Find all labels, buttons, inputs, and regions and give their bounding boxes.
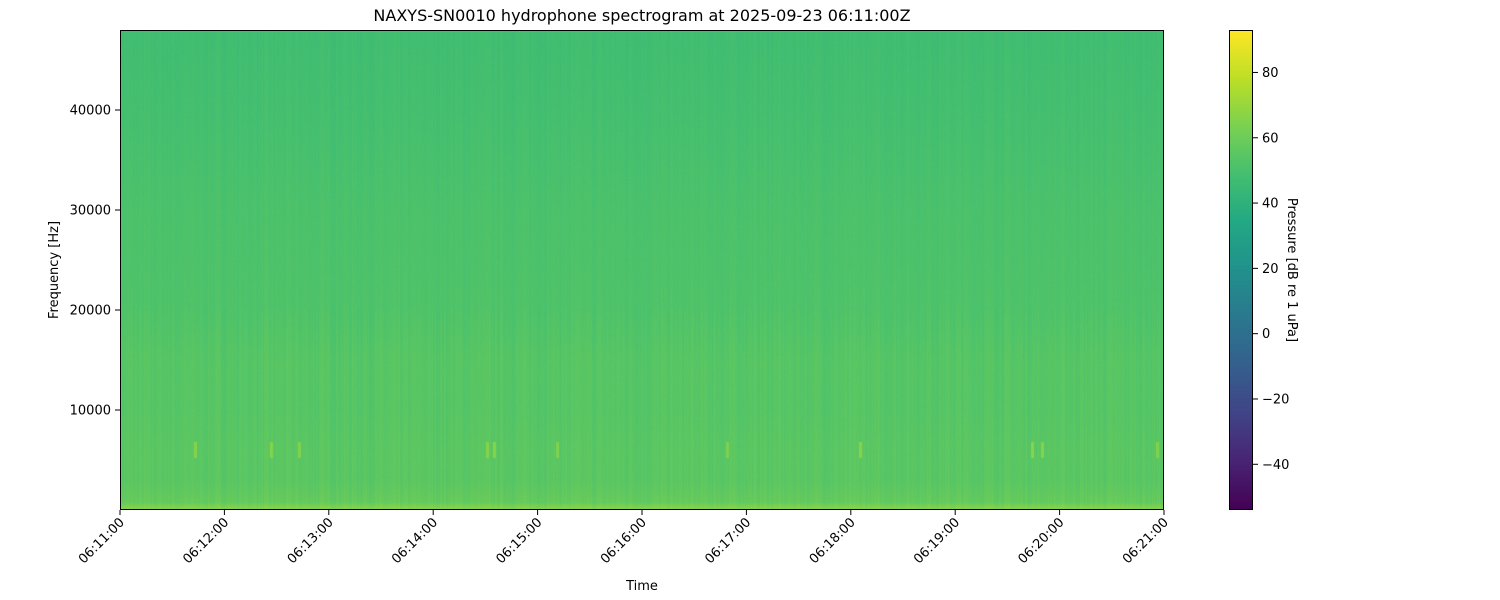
y-axis: 10000 20000 30000 40000 [70,104,120,419]
plot-frame [120,30,1164,510]
y-tick-label: 10000 [70,404,111,419]
x-tick-label: 06:17:00 [702,515,754,567]
y-tick-label: 40000 [70,104,111,119]
colorbar-tick-label: −40 [1262,458,1289,473]
chart-title: NAXYS-SN0010 hydrophone spectrogram at 2… [373,6,910,25]
colorbar-gradient [1229,30,1253,510]
y-tick-label: 30000 [70,204,111,219]
x-tick-label: 06:21:00 [1120,515,1172,567]
colorbar-tick-label: 0 [1262,327,1270,342]
colorbar-frame [1229,30,1253,510]
y-axis-label: Frequency [Hz] [47,221,62,319]
x-tick-label: 06:15:00 [494,515,546,567]
colorbar-label: Pressure [dB re 1 uPa] [1284,198,1299,342]
colorbar-tick-label: 80 [1262,66,1279,81]
x-tick-label: 06:18:00 [807,515,859,567]
colorbar-tick-label: −20 [1262,392,1289,407]
x-tick-label: 06:20:00 [1016,515,1068,567]
colorbar-tick-label: 20 [1262,262,1279,277]
x-tick-label: 06:19:00 [911,515,963,567]
x-tick-label: 06:11:00 [76,515,128,567]
x-tick-label: 06:12:00 [180,515,232,567]
colorbar-tick-label: 60 [1262,131,1279,146]
x-axis-label: Time [625,579,658,594]
x-axis: 06:11:00 06:12:00 06:13:00 06:14:00 06:15:00… [76,510,1172,567]
x-tick-label: 06:13:00 [285,515,337,567]
colorbar-tick-label: 40 [1262,197,1279,212]
y-tick-label: 20000 [70,304,111,319]
spectrogram-image [120,30,1164,510]
colorbar-axis: −40 −20 0 20 40 60 80 [1253,66,1289,473]
x-tick-label: 06:14:00 [389,515,441,567]
x-tick-label: 06:16:00 [598,515,650,567]
